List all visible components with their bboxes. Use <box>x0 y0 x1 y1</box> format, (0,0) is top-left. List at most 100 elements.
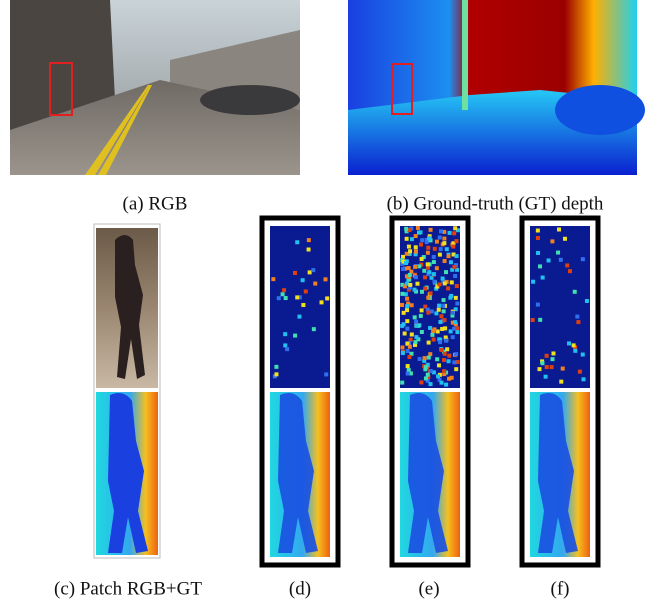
shape <box>297 315 301 319</box>
shape <box>433 247 437 251</box>
shape <box>550 365 554 369</box>
shape <box>452 231 456 235</box>
shape <box>404 227 408 231</box>
shape <box>446 286 450 290</box>
shape <box>420 238 424 242</box>
shape <box>304 289 308 293</box>
caption: (b) Ground-truth (GT) depth <box>387 193 604 214</box>
shape <box>439 247 443 251</box>
shape <box>445 347 449 351</box>
shape <box>405 319 409 323</box>
shape <box>281 292 285 296</box>
shape <box>452 327 456 331</box>
shape <box>572 343 576 347</box>
shape <box>438 235 442 239</box>
shape <box>573 290 577 294</box>
shape <box>432 272 436 276</box>
shape <box>439 314 443 318</box>
shape <box>450 280 454 284</box>
shape <box>551 357 555 361</box>
shape <box>576 320 580 324</box>
caption: (a) RGB <box>123 193 188 214</box>
shape <box>442 237 446 241</box>
shape <box>440 348 444 352</box>
shape <box>420 308 424 312</box>
shape <box>448 231 452 235</box>
shape <box>444 339 448 343</box>
shape <box>432 327 436 331</box>
shape <box>435 357 439 361</box>
shape <box>429 291 433 295</box>
shape <box>320 300 324 304</box>
shape <box>424 365 428 369</box>
shape <box>434 311 438 315</box>
shape <box>414 335 418 339</box>
shape <box>270 226 330 388</box>
shape <box>536 236 540 240</box>
shape <box>414 245 418 249</box>
shape <box>435 266 439 270</box>
shape <box>559 380 563 384</box>
shape <box>446 254 450 258</box>
shape <box>444 270 448 274</box>
shape <box>420 257 424 261</box>
shape <box>405 327 409 331</box>
shape <box>565 263 569 267</box>
shape <box>443 326 447 330</box>
shape <box>402 311 406 315</box>
shape <box>407 245 411 249</box>
shape <box>408 273 412 277</box>
shape <box>271 277 275 281</box>
shape <box>578 370 582 374</box>
shape <box>447 354 451 358</box>
shape <box>400 345 404 349</box>
shape <box>432 255 436 259</box>
shape <box>432 260 436 264</box>
shape <box>443 259 447 263</box>
shape <box>538 318 542 322</box>
shape <box>418 357 422 361</box>
shape <box>410 237 414 241</box>
shape <box>454 367 458 371</box>
shape <box>536 229 540 233</box>
shape <box>438 253 442 257</box>
shape <box>293 334 297 338</box>
rgb-image <box>10 0 300 175</box>
shape <box>541 276 545 280</box>
shape <box>582 377 586 381</box>
shape <box>447 377 451 381</box>
shape <box>432 338 436 342</box>
shape <box>414 275 418 279</box>
shape <box>426 296 430 300</box>
shape <box>556 251 560 255</box>
shape <box>449 294 453 298</box>
shape <box>441 277 445 281</box>
shape <box>426 262 430 266</box>
shape <box>454 239 458 243</box>
shape <box>437 363 441 367</box>
shape <box>427 270 431 274</box>
shape <box>536 251 540 255</box>
shape <box>293 271 297 275</box>
shape <box>282 288 286 292</box>
shape <box>436 374 440 378</box>
shape <box>311 268 315 272</box>
shape <box>406 349 410 353</box>
shape <box>404 261 408 265</box>
shape <box>403 331 407 335</box>
shape <box>545 354 549 358</box>
shape <box>585 299 589 303</box>
shape <box>325 296 329 300</box>
shape <box>419 243 423 247</box>
shape <box>455 302 459 306</box>
shape <box>408 345 412 349</box>
shape <box>295 240 299 244</box>
shape <box>324 372 328 376</box>
shape <box>442 358 446 362</box>
shape <box>283 332 287 336</box>
shape <box>428 326 432 330</box>
shape <box>414 234 418 238</box>
shape <box>449 260 453 264</box>
shape <box>442 298 446 302</box>
shape <box>454 352 458 356</box>
